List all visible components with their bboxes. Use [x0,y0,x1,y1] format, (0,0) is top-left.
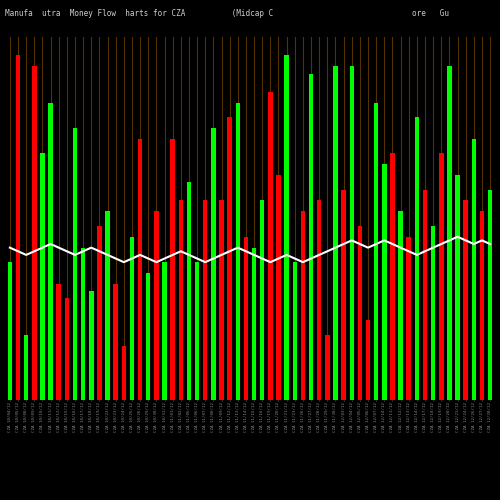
Bar [414,117,419,400]
Bar [81,248,86,400]
Bar [64,298,69,400]
Bar [48,102,53,400]
Bar [398,212,403,400]
Bar [211,128,216,400]
Bar [220,200,224,400]
Bar [138,139,142,400]
Bar [309,74,314,400]
Bar [186,182,191,400]
Bar [146,273,150,400]
Bar [325,334,330,400]
Bar [252,248,256,400]
Bar [366,320,370,400]
Bar [406,237,411,400]
Bar [276,175,280,400]
Bar [317,200,322,400]
Bar [284,56,289,400]
Bar [472,139,476,400]
Bar [358,226,362,400]
Bar [480,212,484,400]
Bar [40,154,44,400]
Bar [350,66,354,400]
Bar [292,262,297,400]
Text: Manufa  utra  Money Flow  harts for CZA          (Midcap C                      : Manufa utra Money Flow harts for CZA (Mi… [5,9,449,18]
Bar [300,212,305,400]
Bar [488,190,492,400]
Bar [106,212,110,400]
Bar [268,92,272,400]
Bar [431,226,436,400]
Bar [56,284,61,400]
Bar [122,346,126,400]
Bar [178,200,183,400]
Bar [244,237,248,400]
Bar [154,212,158,400]
Bar [447,66,452,400]
Bar [260,200,264,400]
Bar [170,139,175,400]
Bar [24,334,28,400]
Bar [97,226,102,400]
Bar [382,164,386,400]
Bar [195,262,200,400]
Bar [130,237,134,400]
Bar [439,154,444,400]
Bar [162,262,167,400]
Bar [374,102,378,400]
Bar [203,200,207,400]
Bar [89,291,94,400]
Bar [8,262,12,400]
Bar [456,175,460,400]
Bar [16,56,20,400]
Bar [423,190,427,400]
Bar [342,190,346,400]
Bar [73,128,77,400]
Bar [228,117,232,400]
Bar [236,102,240,400]
Bar [32,66,36,400]
Bar [464,200,468,400]
Bar [114,284,118,400]
Bar [333,66,338,400]
Bar [390,154,394,400]
